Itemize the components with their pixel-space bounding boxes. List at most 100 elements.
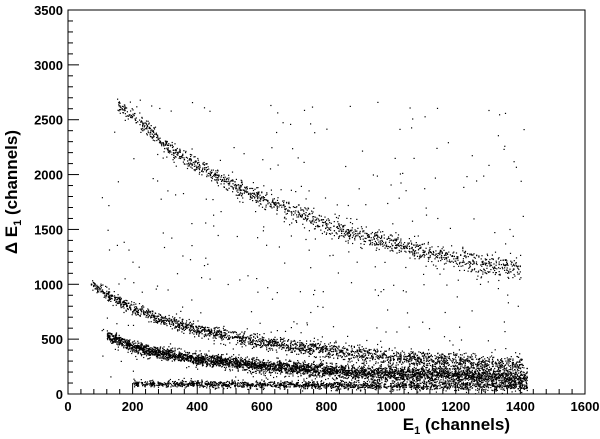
data-point <box>409 380 411 382</box>
data-point <box>444 257 447 259</box>
data-point <box>291 211 293 213</box>
data-point <box>325 349 327 351</box>
data-point <box>517 273 519 275</box>
data-point <box>435 265 437 267</box>
data-point <box>366 350 368 352</box>
data-point <box>248 370 250 372</box>
data-point <box>117 301 119 303</box>
data-point <box>281 206 283 208</box>
data-point <box>358 346 360 348</box>
data-point <box>126 305 128 307</box>
data-point <box>217 185 219 187</box>
data-point <box>109 335 111 337</box>
data-point <box>390 355 392 357</box>
data-point <box>435 253 437 255</box>
data-point <box>331 348 333 350</box>
data-point <box>223 180 225 182</box>
data-point <box>437 352 439 354</box>
data-point <box>168 354 170 356</box>
data-point <box>110 294 112 297</box>
data-point <box>410 351 412 353</box>
data-point <box>130 116 132 118</box>
data-point <box>148 123 150 125</box>
data-point <box>469 254 471 256</box>
data-point <box>486 273 488 275</box>
data-point <box>303 218 305 220</box>
data-point <box>167 149 169 151</box>
data-point <box>308 374 310 376</box>
data-point <box>328 353 330 355</box>
data-point <box>97 291 99 293</box>
data-point <box>298 353 300 355</box>
data-point <box>430 251 432 254</box>
data-point <box>231 337 234 339</box>
data-point <box>473 253 475 255</box>
data-point <box>195 160 197 162</box>
data-point <box>336 352 338 354</box>
data-point <box>495 272 497 274</box>
data-point <box>188 322 191 324</box>
data-point <box>118 297 120 299</box>
data-point <box>159 140 161 142</box>
data-point <box>258 205 260 207</box>
data-point <box>258 344 260 346</box>
data-point <box>287 372 289 374</box>
data-point <box>473 256 475 258</box>
data-point <box>110 333 112 336</box>
data-point <box>195 165 197 167</box>
data-point <box>185 323 187 326</box>
data-point <box>338 236 340 238</box>
data-point <box>137 313 139 315</box>
data-point <box>266 341 268 343</box>
data-point <box>428 253 430 255</box>
data-point <box>349 232 351 234</box>
data-point <box>298 204 300 206</box>
data-point <box>308 348 310 350</box>
data-point <box>162 316 164 318</box>
data-point <box>390 356 392 359</box>
data-point <box>457 257 459 259</box>
data-point <box>409 247 411 249</box>
data-point <box>218 174 220 176</box>
data-point <box>143 126 145 128</box>
data-point <box>305 364 307 366</box>
data-point <box>223 335 225 337</box>
data-point <box>397 352 399 354</box>
data-point <box>347 231 349 233</box>
data-point <box>416 363 418 366</box>
data-point <box>172 159 174 161</box>
data-point <box>273 203 275 205</box>
data-point <box>419 244 421 246</box>
data-point <box>418 248 420 250</box>
data-point <box>361 228 363 230</box>
data-point <box>259 342 262 344</box>
data-point <box>445 362 447 364</box>
data-point <box>129 346 131 348</box>
data-point <box>496 268 498 270</box>
data-point <box>110 297 112 299</box>
data-point <box>247 341 249 343</box>
data-point <box>259 338 261 340</box>
data-point <box>133 304 135 306</box>
data-point <box>215 174 217 176</box>
data-point <box>475 354 477 357</box>
data-point <box>504 267 506 269</box>
data-point <box>448 259 451 261</box>
data-point <box>194 161 196 163</box>
data-point <box>434 363 436 365</box>
data-point <box>432 253 434 255</box>
data-point <box>345 374 347 376</box>
data-point <box>423 365 425 367</box>
data-point <box>437 257 439 259</box>
data-point <box>331 347 333 349</box>
data-point <box>125 299 127 301</box>
data-point <box>476 366 478 368</box>
data-point <box>288 210 290 212</box>
data-point <box>394 247 396 249</box>
data-point <box>365 368 367 370</box>
data-point <box>424 250 426 252</box>
data-point <box>198 173 200 175</box>
data-point <box>140 313 142 315</box>
data-point <box>320 341 322 343</box>
data-point <box>238 336 240 338</box>
